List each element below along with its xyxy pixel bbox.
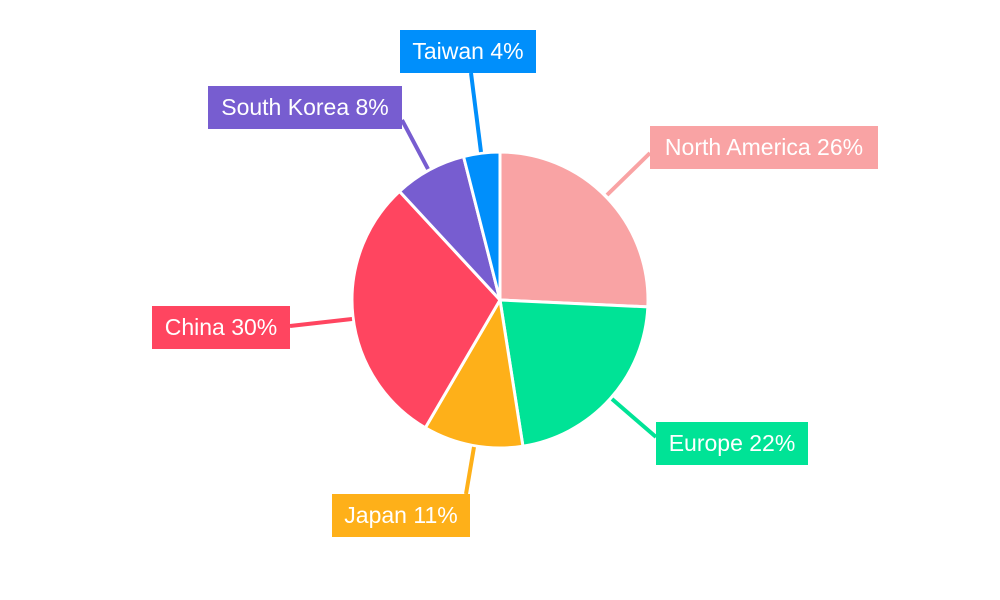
leader-line-taiwan: [469, 72, 483, 153]
leader-line-japan: [464, 446, 476, 495]
slices: [350, 150, 650, 450]
label-box-north-america: [650, 126, 878, 169]
slice-taiwan[interactable]: [462, 150, 502, 302]
data-label-taiwan: Taiwan 4%: [412, 38, 523, 64]
label-box-europe: [656, 422, 808, 465]
data-label-japan: Japan 11%: [344, 502, 457, 528]
slice-europe[interactable]: [498, 298, 650, 448]
label-box-china: [152, 306, 290, 349]
leader-line-europe: [610, 397, 658, 439]
leader-line-china: [289, 317, 353, 328]
data-label-north-america: North America 26%: [665, 134, 863, 160]
slice-china[interactable]: [350, 189, 502, 430]
data-label-south-korea: South Korea 8%: [221, 94, 389, 120]
label-box-taiwan: [400, 30, 536, 73]
slice-japan[interactable]: [423, 298, 525, 450]
leader-line-south-korea: [400, 119, 430, 170]
slice-north-america[interactable]: [498, 150, 650, 309]
data-label-europe: Europe 22%: [669, 430, 796, 456]
label-box-south-korea: [208, 86, 402, 129]
labels: North America 26% Europe 22% Japan 11% Chin…: [152, 30, 878, 537]
leader-line-north-america: [605, 151, 652, 197]
data-label-china: China 30%: [165, 314, 278, 340]
label-box-japan: [332, 494, 470, 537]
